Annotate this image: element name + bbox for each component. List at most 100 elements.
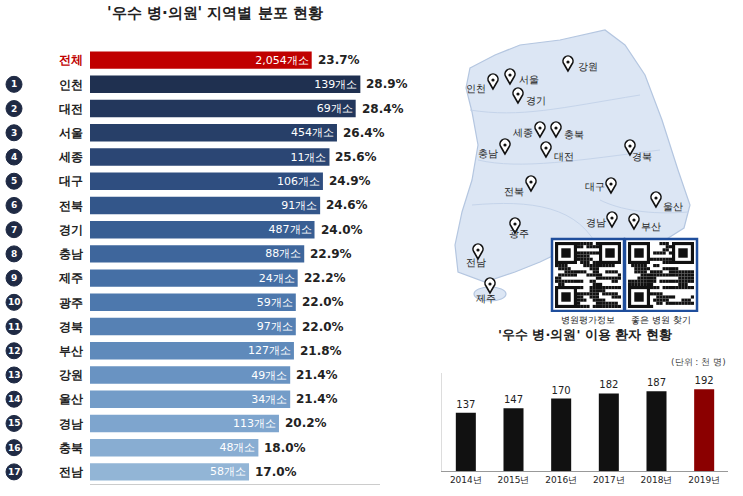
svg-text:충남: 충남 xyxy=(59,247,83,261)
svg-text:17: 17 xyxy=(8,467,21,477)
svg-text:대구: 대구 xyxy=(585,181,605,192)
svg-text:127개소: 127개소 xyxy=(248,344,291,357)
svg-text:강원: 강원 xyxy=(59,368,83,382)
svg-text:18.0%: 18.0% xyxy=(264,441,306,455)
svg-text:2,054개소: 2,054개소 xyxy=(255,54,309,67)
svg-text:1: 1 xyxy=(11,79,17,89)
svg-text:경북: 경북 xyxy=(632,151,652,162)
svg-text:서울: 서울 xyxy=(59,126,83,140)
svg-text:58개소: 58개소 xyxy=(210,465,246,478)
svg-text:좋은 병원 찾기: 좋은 병원 찾기 xyxy=(631,315,691,325)
svg-text:48개소: 48개소 xyxy=(219,441,255,454)
svg-text:8: 8 xyxy=(11,249,17,259)
svg-text:91개소: 91개소 xyxy=(281,199,317,212)
svg-text:2019년: 2019년 xyxy=(688,475,720,485)
svg-text:454개소: 454개소 xyxy=(291,126,334,139)
svg-text:182: 182 xyxy=(599,379,618,390)
svg-text:106개소: 106개소 xyxy=(277,175,320,188)
svg-text:24개소: 24개소 xyxy=(259,272,295,285)
svg-text:17.0%: 17.0% xyxy=(255,465,297,479)
svg-text:21.4%: 21.4% xyxy=(296,392,338,406)
svg-text:25.6%: 25.6% xyxy=(335,150,377,164)
svg-text:세종: 세종 xyxy=(58,150,83,164)
svg-text:7: 7 xyxy=(11,225,17,235)
svg-text:9: 9 xyxy=(11,273,17,283)
svg-text:제주: 제주 xyxy=(476,293,496,304)
svg-text:69개소: 69개소 xyxy=(317,102,353,115)
svg-text:24.9%: 24.9% xyxy=(329,174,371,188)
svg-text:28.9%: 28.9% xyxy=(366,77,408,91)
svg-text:세종: 세종 xyxy=(513,127,533,138)
svg-text:대전: 대전 xyxy=(554,151,574,162)
svg-text:2: 2 xyxy=(11,104,17,114)
svg-text:13: 13 xyxy=(8,370,21,380)
svg-text:23.7%: 23.7% xyxy=(318,53,360,67)
svg-text:대구: 대구 xyxy=(59,174,83,188)
svg-text:병원평가정보: 병원평가정보 xyxy=(561,315,615,325)
svg-text:137: 137 xyxy=(456,399,475,410)
svg-text:'우수 병·의원' 지역별 분포 현황: '우수 병·의원' 지역별 분포 현황 xyxy=(107,4,323,22)
svg-text:22.2%: 22.2% xyxy=(304,271,346,285)
svg-text:88개소: 88개소 xyxy=(265,247,301,260)
svg-text:11개소: 11개소 xyxy=(290,151,326,164)
svg-text:187: 187 xyxy=(647,377,666,388)
svg-text:28.4%: 28.4% xyxy=(362,102,404,116)
svg-text:59개소: 59개소 xyxy=(257,296,293,309)
svg-text:2017년: 2017년 xyxy=(593,475,625,485)
svg-text:14: 14 xyxy=(8,394,21,404)
svg-text:2018년: 2018년 xyxy=(641,475,673,485)
svg-text:경남: 경남 xyxy=(59,417,83,431)
svg-text:24.6%: 24.6% xyxy=(326,198,368,212)
svg-text:34개소: 34개소 xyxy=(251,393,287,406)
svg-text:3: 3 xyxy=(11,128,17,138)
svg-text:울산: 울산 xyxy=(663,201,683,212)
svg-text:충북: 충북 xyxy=(59,441,83,455)
svg-text:139개소: 139개소 xyxy=(314,78,357,91)
svg-text:경북: 경북 xyxy=(59,320,83,334)
svg-text:부산: 부산 xyxy=(59,344,83,358)
svg-text:울산: 울산 xyxy=(59,392,83,406)
svg-text:전남: 전남 xyxy=(59,465,83,479)
svg-text:21.8%: 21.8% xyxy=(300,344,342,358)
svg-text:충남: 충남 xyxy=(478,148,498,159)
svg-text:서울: 서울 xyxy=(519,74,539,85)
svg-text:4: 4 xyxy=(11,152,17,162)
svg-text:21.4%: 21.4% xyxy=(296,368,338,382)
svg-text:147: 147 xyxy=(504,394,523,405)
svg-text:2014년: 2014년 xyxy=(450,475,482,485)
svg-text:인천: 인천 xyxy=(59,78,83,92)
svg-text:6: 6 xyxy=(11,200,17,210)
svg-text:487개소: 487개소 xyxy=(269,223,312,236)
svg-text:22.0%: 22.0% xyxy=(302,320,344,334)
svg-text:경남: 경남 xyxy=(586,217,606,228)
svg-text:5: 5 xyxy=(11,176,17,186)
svg-text:경기: 경기 xyxy=(526,95,546,106)
svg-text:26.4%: 26.4% xyxy=(343,126,385,140)
svg-text:대전: 대전 xyxy=(59,102,83,116)
svg-text:170: 170 xyxy=(552,385,571,396)
svg-text:24.0%: 24.0% xyxy=(321,223,363,237)
svg-text:12: 12 xyxy=(8,346,21,356)
svg-text:20.2%: 20.2% xyxy=(285,416,327,430)
svg-text:강원: 강원 xyxy=(578,61,598,72)
svg-text:(단위 : 천 명): (단위 : 천 명) xyxy=(671,357,726,367)
svg-text:전북: 전북 xyxy=(504,186,524,197)
svg-text:광주: 광주 xyxy=(509,228,529,239)
svg-text:전체: 전체 xyxy=(59,53,83,67)
svg-text:16: 16 xyxy=(8,443,21,453)
svg-text:192: 192 xyxy=(695,375,714,386)
svg-text:22.0%: 22.0% xyxy=(302,295,344,309)
svg-text:인천: 인천 xyxy=(466,83,486,94)
svg-text:113개소: 113개소 xyxy=(233,417,276,430)
svg-text:충북: 충북 xyxy=(564,129,584,140)
svg-text:11: 11 xyxy=(8,322,21,332)
svg-text:전남: 전남 xyxy=(466,257,486,268)
svg-text:전북: 전북 xyxy=(59,199,83,213)
svg-text:2016년: 2016년 xyxy=(545,475,577,485)
svg-text:'우수 병·의원' 이용 환자 현황: '우수 병·의원' 이용 환자 현황 xyxy=(498,327,672,342)
svg-text:49개소: 49개소 xyxy=(251,369,287,382)
svg-text:10: 10 xyxy=(8,297,21,307)
svg-text:경기: 경기 xyxy=(59,223,83,237)
svg-text:15: 15 xyxy=(8,418,21,428)
svg-text:광주: 광주 xyxy=(59,296,83,310)
